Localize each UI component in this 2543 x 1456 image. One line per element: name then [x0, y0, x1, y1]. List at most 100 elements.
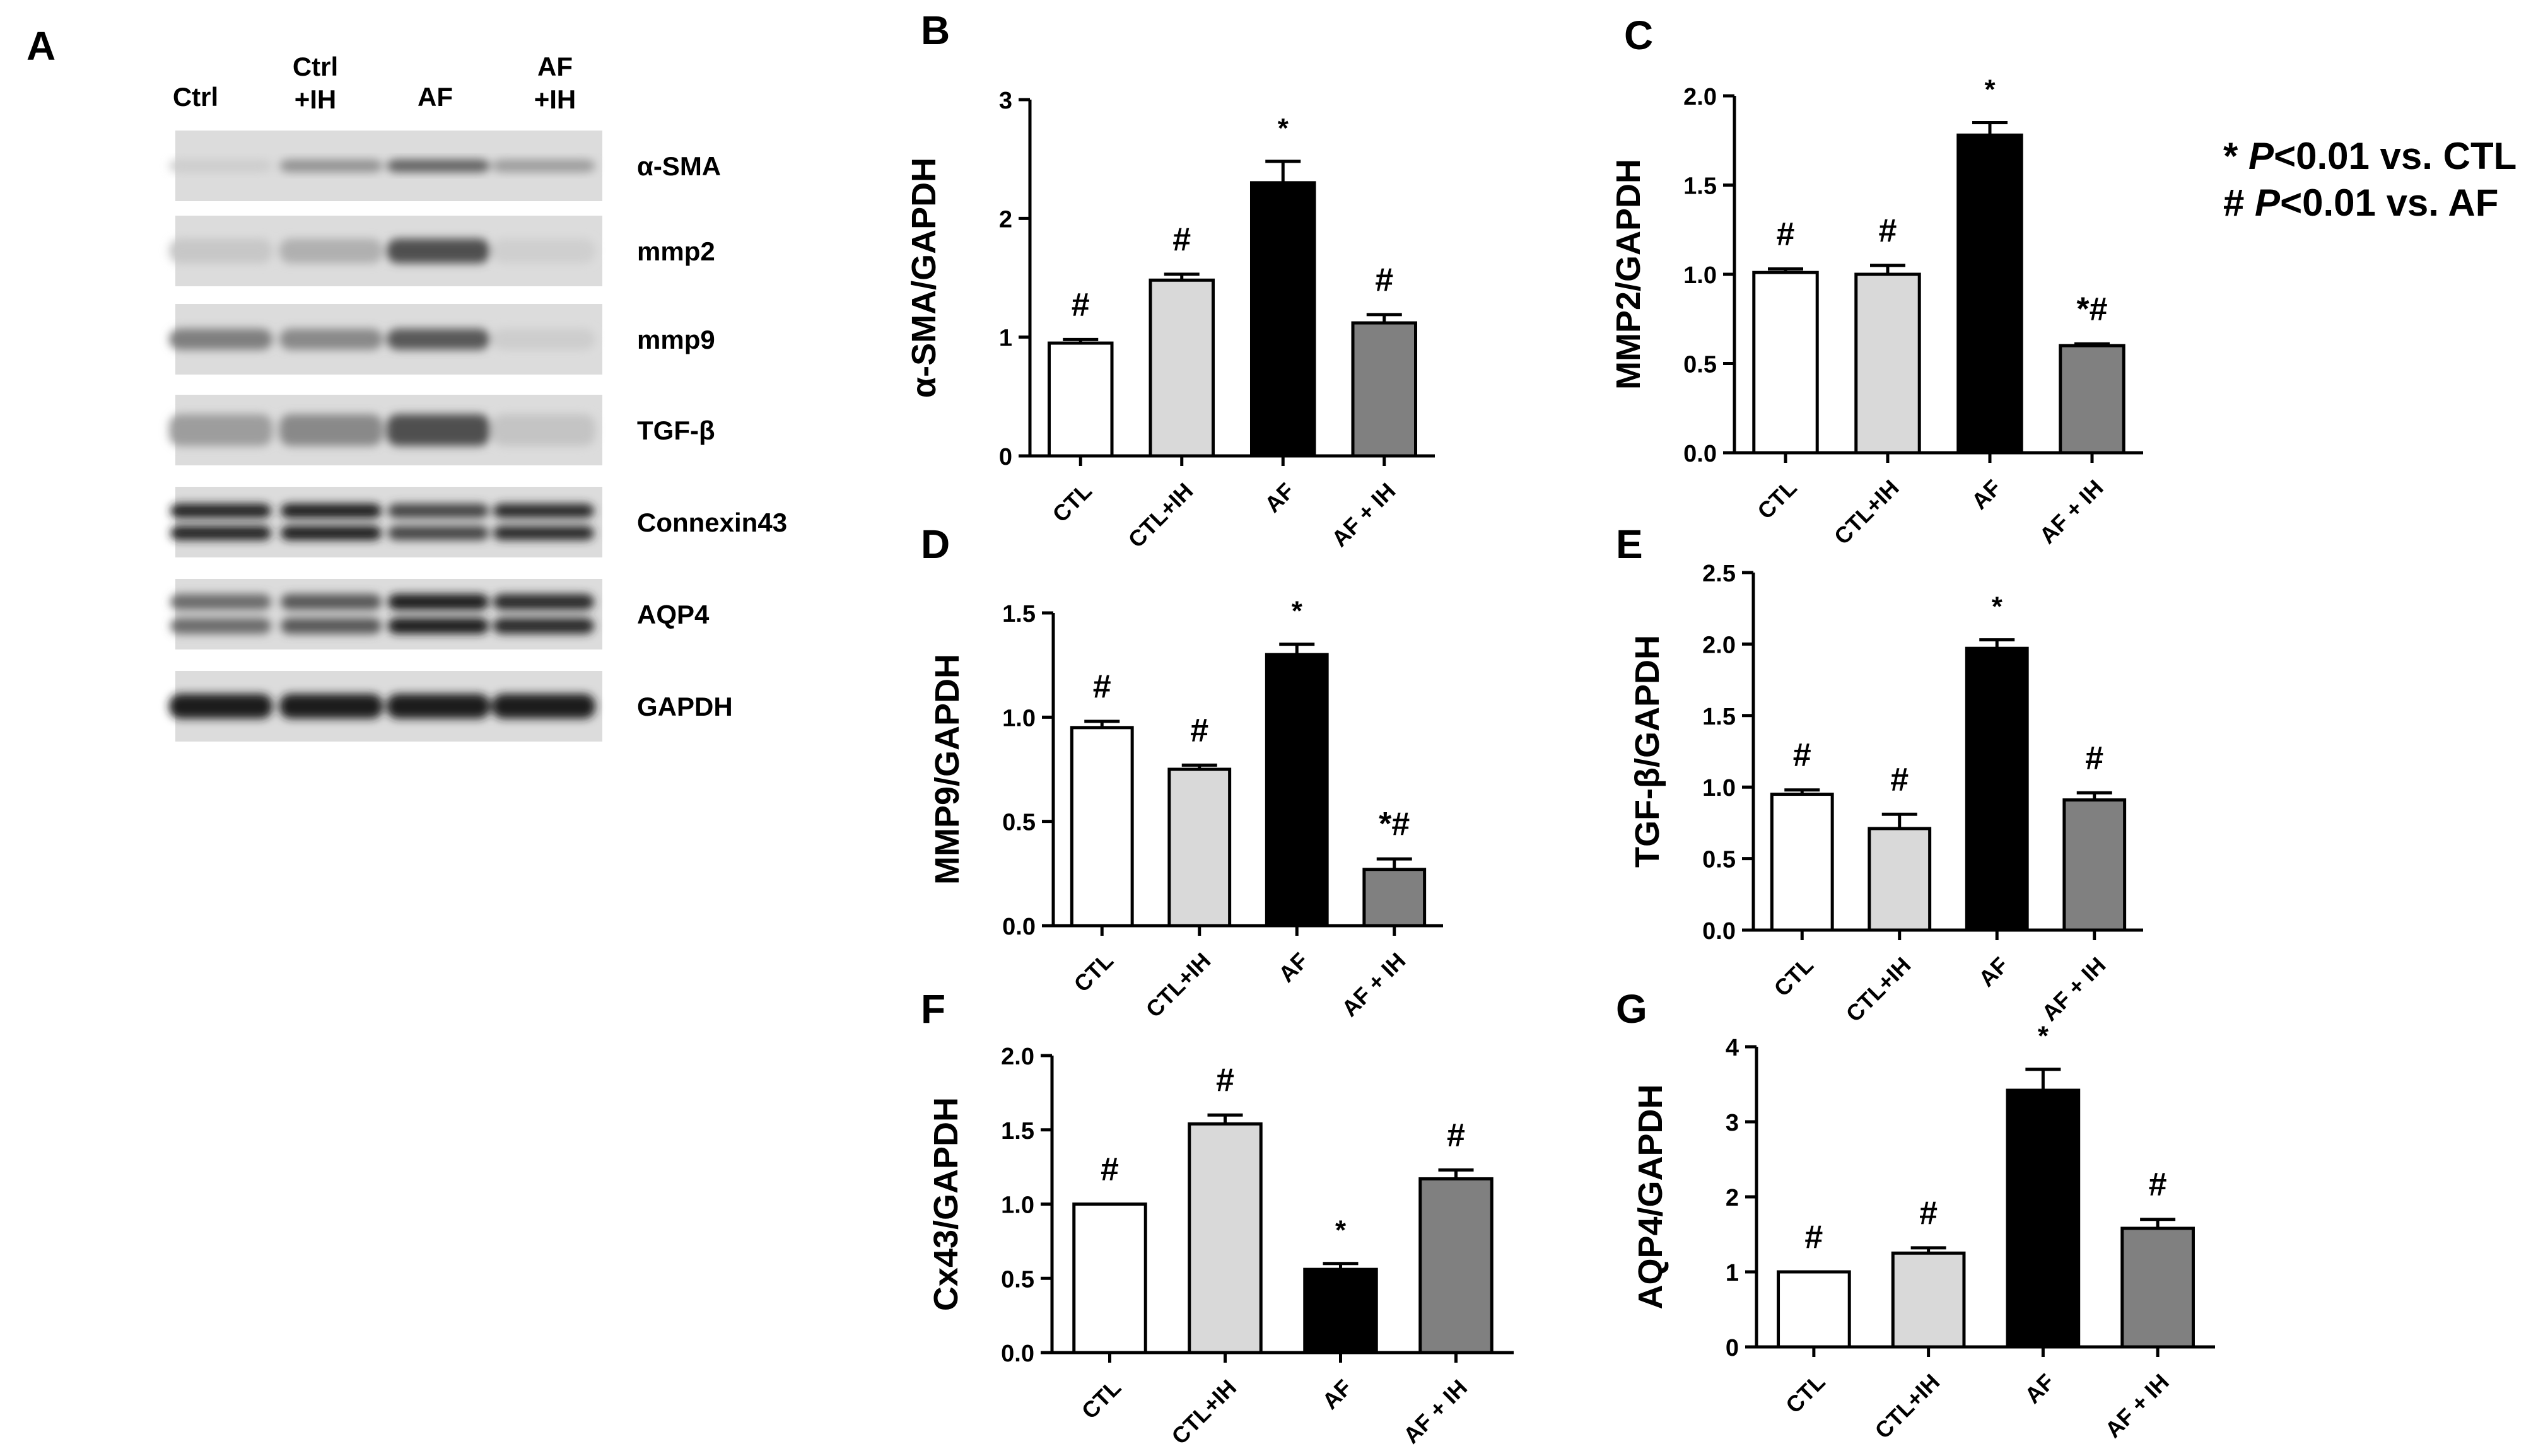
- y-tick-label: 1.0: [1683, 262, 1717, 289]
- significance-mark: *: [1278, 113, 1289, 144]
- significance-mark: #: [1890, 761, 1909, 798]
- y-tick-label: 2.0: [1683, 84, 1717, 110]
- x-tick-label: AF: [1317, 1375, 1357, 1414]
- y-axis-title: AQP4/GAPDH: [1632, 1084, 1669, 1309]
- blot-bands: [169, 238, 595, 264]
- bar: [1770, 793, 1834, 932]
- y-tick-label: 1.5: [1001, 1118, 1034, 1144]
- x-tick-label: CTL: [1780, 1369, 1830, 1418]
- bar: [1854, 272, 1921, 455]
- blot-bands: [169, 159, 595, 173]
- significance-mark: #: [1172, 221, 1191, 258]
- blot-band: [492, 159, 595, 173]
- significance-mark: #: [1879, 213, 1897, 249]
- significance-mark: #: [1793, 737, 1811, 774]
- blot-strip: AQP4: [170, 579, 710, 649]
- bar: [1362, 868, 1427, 928]
- blot-strips: α-SMA mmp2 mmp9 TGF-β Connexin43 AQP4 GAPDH: [169, 131, 787, 742]
- y-tick-label: 1.5: [1702, 704, 1736, 730]
- blot-bands: [169, 414, 595, 446]
- bar: [2059, 344, 2125, 455]
- chart-panel-c: C 0.0 0.5 1.0 1.5 2.0 MMP2/GAPDH # CTL # CTL+IH * AF…: [1610, 13, 2143, 549]
- legend-line-ctl: * P<0.01 vs. CTL: [2223, 135, 2517, 177]
- x-tick-label: AF + IH: [1326, 478, 1400, 552]
- blot-label: Connexin43: [637, 508, 787, 537]
- blot-band: [170, 526, 271, 540]
- y-tick-label: 0.0: [1002, 914, 1036, 940]
- bar: [1965, 646, 2029, 932]
- significance-mark: *#: [1379, 806, 1410, 842]
- y-tick-label: 2.0: [1001, 1044, 1034, 1070]
- lane-header-line2: +IH: [534, 84, 576, 114]
- x-tick-label: AF: [1273, 948, 1313, 987]
- y-tick-label: 1.5: [1683, 173, 1717, 200]
- blot-band: [492, 694, 595, 719]
- bar: [1752, 271, 1819, 455]
- blot-band: [170, 594, 271, 610]
- bar: [1070, 726, 1134, 928]
- blot-band: [169, 159, 272, 173]
- blot-band: [281, 503, 382, 518]
- blot-label: mmp2: [637, 236, 715, 266]
- blot-label: AQP4: [637, 600, 710, 629]
- bar: [1351, 321, 1418, 458]
- significance-mark: #: [1190, 712, 1208, 748]
- blot-band: [493, 503, 594, 518]
- x-tick-label: CTL+IH: [1869, 1369, 1944, 1444]
- y-axis-title: TGF-β/GAPDH: [1628, 635, 1666, 868]
- blot-band: [281, 594, 382, 610]
- bar: [1868, 827, 1932, 932]
- blot-band: [170, 503, 271, 518]
- panel-letter: B: [921, 8, 950, 53]
- blot-band: [279, 238, 383, 264]
- y-tick-label: 2.0: [1702, 632, 1736, 658]
- lane-header-line2: +IH: [295, 84, 337, 114]
- blot-band: [387, 238, 490, 264]
- bar: [1188, 1122, 1263, 1354]
- blot-band: [169, 329, 272, 350]
- blot-strip: TGF-β: [169, 395, 715, 465]
- significance-mark: #: [1101, 1151, 1119, 1188]
- y-tick-label: 0.5: [1702, 847, 1736, 873]
- y-tick-label: 2: [1726, 1185, 1739, 1211]
- lane-header-line1: Ctrl: [173, 82, 218, 112]
- blot-strip: GAPDH: [169, 671, 733, 742]
- x-tick-label: AF: [1260, 478, 1299, 518]
- y-tick-label: 1.0: [1002, 705, 1036, 731]
- blot-strip: mmp2: [169, 216, 715, 286]
- blot-band: [169, 694, 272, 719]
- blot-background: [175, 579, 602, 649]
- y-tick-label: 1: [999, 325, 1012, 352]
- chart-panel-b: B 0 1 2 3 α-SMA/GAPDH # CTL # CTL+IH * AF # AF + IH: [905, 8, 1435, 552]
- blot-band: [388, 594, 489, 610]
- legend-line-af: # P<0.01 vs. AF: [2223, 182, 2498, 224]
- chart-panel-d: D 0.0 0.5 1.0 1.5 MMP9/GAPDH # CTL # CTL+IH * AF *# A…: [921, 521, 1443, 1022]
- blot-strip: Connexin43: [170, 487, 787, 557]
- blot-label: GAPDH: [637, 692, 733, 721]
- blot-band: [279, 159, 383, 173]
- bar: [1891, 1251, 1966, 1349]
- blot-band: [170, 618, 271, 634]
- y-tick-label: 0.5: [1683, 352, 1717, 378]
- y-tick-label: 0: [999, 444, 1012, 470]
- y-tick-label: 1.0: [1702, 775, 1736, 801]
- panel-letter: F: [921, 986, 945, 1032]
- blot-label: α-SMA: [637, 151, 721, 181]
- blot-band: [492, 414, 595, 446]
- y-tick-label: 0.0: [1702, 918, 1736, 945]
- blot-band: [492, 238, 595, 264]
- bar: [2120, 1226, 2195, 1349]
- significance-mark: #: [1447, 1117, 1465, 1153]
- significance-mark: *: [1292, 596, 1303, 627]
- lane-headers: Ctrl Ctrl +IH AF AF +IH: [173, 52, 576, 114]
- chart-panel-f: F 0.0 0.5 1.0 1.5 2.0 Cx43/GAPDH # CTL # CTL+IH * AF…: [921, 986, 1514, 1449]
- y-axis-title: α-SMA/GAPDH: [905, 158, 943, 398]
- x-tick-label: CTL+IH: [1141, 948, 1216, 1023]
- y-axis-title: MMP2/GAPDH: [1610, 159, 1647, 390]
- blot-band: [279, 414, 383, 446]
- bar: [1956, 133, 2023, 455]
- y-tick-label: 2: [999, 206, 1012, 233]
- y-tick-label: 1.5: [1002, 601, 1036, 627]
- chart-panel-e: E 0.0 0.5 1.0 1.5 2.0 2.5 TGF-β/GAPDH # CTL # CTL+I…: [1616, 521, 2143, 1027]
